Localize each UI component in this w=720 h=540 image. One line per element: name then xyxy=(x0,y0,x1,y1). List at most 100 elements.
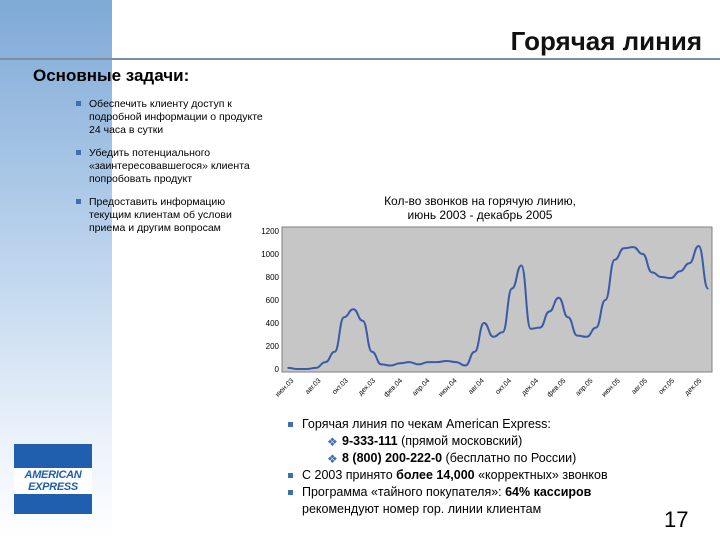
diamond-bullet-icon: ❖ xyxy=(327,435,338,449)
data-point xyxy=(296,368,299,370)
data-point xyxy=(389,364,392,367)
american-express-logo: AMERICAN EXPRESS xyxy=(14,444,92,514)
phone-item: ❖ 9-333-111 (прямой московский) xyxy=(288,433,688,450)
data-point xyxy=(361,319,364,322)
chart-title-line1: Кол-во звонков на горячую линию, xyxy=(384,195,576,208)
square-bullet-icon xyxy=(288,422,293,427)
logo-text-line1: AMERICAN xyxy=(24,469,82,481)
data-point xyxy=(455,361,457,363)
calls-chart: Кол-во звонков на горячую линию, июнь 20… xyxy=(230,194,720,410)
data-point xyxy=(623,247,625,250)
calls-post: «корректных» звонков xyxy=(474,468,608,482)
task-text: Обеспечить клиенту доступ к подробной ин… xyxy=(89,98,263,136)
x-tick-label: дек.05 xyxy=(684,377,704,397)
chart-title-line2: июнь 2003 - декабрь 2005 xyxy=(408,208,553,222)
data-point xyxy=(529,327,532,330)
data-point xyxy=(539,326,541,329)
data-point xyxy=(520,264,523,267)
data-point xyxy=(585,336,588,338)
data-point xyxy=(567,316,569,319)
info-list: Горячая линия по чекам American Express:… xyxy=(288,416,688,518)
plot-area xyxy=(281,226,713,373)
x-tick-label: авг.04 xyxy=(467,377,485,395)
data-point xyxy=(679,270,681,273)
phone-note: (прямой московский) xyxy=(397,434,523,448)
data-point xyxy=(604,299,607,301)
calls-count: более 14,000 xyxy=(396,468,475,482)
data-point xyxy=(315,367,317,369)
logo-band xyxy=(14,468,92,494)
x-tick-label: июн.05 xyxy=(601,377,622,398)
x-tick-label: авг.03 xyxy=(304,377,322,395)
task-list: Обеспечить клиенту доступ к подробной ин… xyxy=(76,98,266,245)
data-point xyxy=(632,246,635,248)
data-point xyxy=(548,310,551,313)
data-point xyxy=(408,361,411,363)
slide-title: Горячая линия xyxy=(510,26,702,56)
x-tick-label: фев.05 xyxy=(546,377,567,398)
data-point xyxy=(333,350,336,353)
diamond-bullet-icon: ❖ xyxy=(327,452,338,466)
data-point xyxy=(511,287,513,290)
data-point xyxy=(501,331,504,333)
data-point xyxy=(595,326,597,329)
data-point xyxy=(324,361,327,363)
data-point xyxy=(697,245,700,247)
program-post: рекомендуют номер гор. линии клиентам xyxy=(302,502,542,516)
data-point xyxy=(688,262,691,264)
data-point xyxy=(371,350,373,353)
data-point xyxy=(707,287,709,290)
task-item: Убедить потенциального «заинтересовавшег… xyxy=(76,147,266,186)
phone-number: 8 (800) 200-222-0 xyxy=(342,451,443,465)
data-point xyxy=(641,253,644,255)
x-tick-label: фев.04 xyxy=(383,377,404,398)
x-tick-label: июн.04 xyxy=(438,377,459,398)
y-tick-label: 800 xyxy=(266,273,280,282)
logo-text-line2: EXPRESS xyxy=(28,481,78,493)
x-tick-label: окт.05 xyxy=(658,377,677,396)
data-point xyxy=(576,334,579,337)
info-item: Горячая линия по чекам American Express: xyxy=(288,416,688,433)
task-item: Предоставить информацию текущим клиентам… xyxy=(76,196,266,235)
square-bullet-icon xyxy=(288,473,293,478)
square-bullet-icon xyxy=(288,490,293,495)
program-pre: Программа «тайного покупателя»: xyxy=(302,485,506,499)
data-point xyxy=(380,363,383,366)
data-point xyxy=(436,361,439,363)
x-tick-label: окт.03 xyxy=(331,377,350,396)
x-tick-label: дек.03 xyxy=(357,377,377,397)
data-point xyxy=(343,316,345,319)
data-point xyxy=(445,360,448,362)
x-tick-label: апр.05 xyxy=(575,377,595,397)
data-point xyxy=(557,296,560,299)
data-point xyxy=(669,277,672,279)
hotline-heading: Горячая линия по чекам American Express: xyxy=(302,417,551,431)
section-heading: Основные задачи: xyxy=(33,66,190,85)
data-point xyxy=(305,368,308,370)
y-tick-label: 1000 xyxy=(261,250,279,259)
y-tick-label: 400 xyxy=(266,319,280,328)
data-point xyxy=(651,271,653,274)
x-tick-label: авг.05 xyxy=(631,377,649,395)
program-percent: 64% кассиров xyxy=(505,485,592,499)
data-point xyxy=(660,276,663,278)
data-point xyxy=(473,350,476,353)
data-point xyxy=(464,364,467,367)
page-number: 17 xyxy=(664,507,689,532)
task-item: Обеспечить клиенту доступ к подробной ин… xyxy=(76,98,266,137)
y-tick-label: 1200 xyxy=(261,227,279,236)
x-tick-label: дек.04 xyxy=(521,377,541,397)
data-point xyxy=(352,308,355,310)
data-point xyxy=(417,363,420,366)
phone-item: ❖ 8 (800) 200-222-0 (бесплатно по России… xyxy=(288,450,688,467)
data-point xyxy=(492,336,495,338)
task-text: Убедить потенциального «заинтересовавшег… xyxy=(89,147,250,185)
calls-series-line xyxy=(287,244,709,370)
square-bullet-icon xyxy=(76,150,81,155)
x-tick-label: окт.04 xyxy=(494,377,513,396)
title-divider xyxy=(0,58,720,60)
phone-note: (бесплатно по России) xyxy=(442,451,577,465)
data-point xyxy=(613,258,616,261)
y-tick-label: 200 xyxy=(266,342,280,351)
data-point xyxy=(483,322,485,324)
